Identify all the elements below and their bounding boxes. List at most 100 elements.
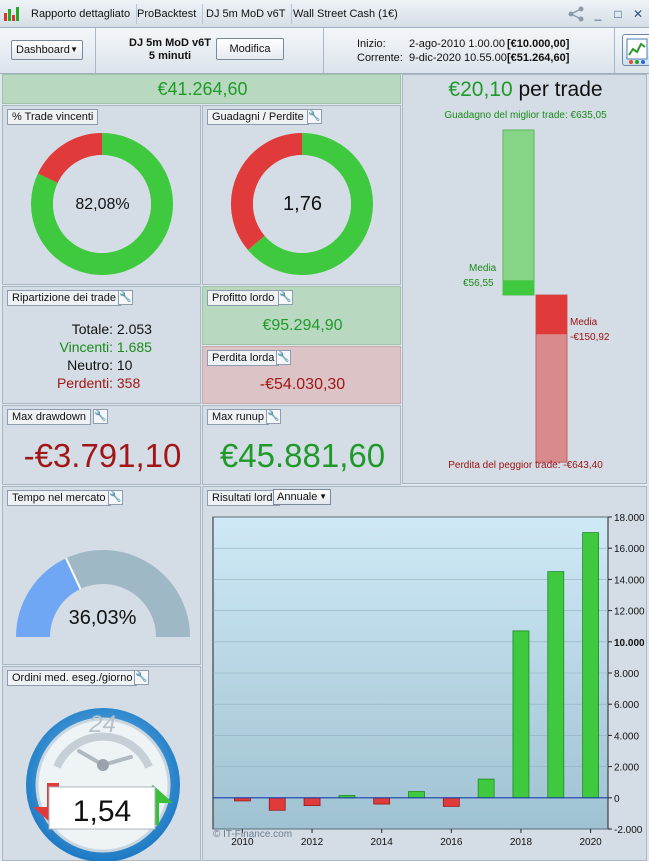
wrench-icon[interactable]: 🔧 [134,670,149,685]
gross-loss-value: -€54.030,30 [259,376,346,393]
best-trade-label: Guadagno del miglior trade: €635,05 [444,110,607,121]
per-trade-value: €20,10 [448,78,513,101]
gross-profit-title: Profitto lordo [207,290,280,306]
gain-loss-value: 1,76 [283,193,322,215]
worst-trade-label: Perdita del peggior trade: -€643,40 [448,460,603,471]
per-trade-suffix: per trade [518,78,603,101]
y-tick-label: 2.000 [614,763,639,774]
win-pct-donut [31,133,173,275]
max-drawdown-value: -€3.791,10 [23,437,182,474]
gain-loss-donut [231,133,373,275]
wrench-icon[interactable]: 🔧 [118,290,133,305]
best-trade-bar [502,129,535,296]
time-in-market-title: Tempo nel mercato [7,490,111,506]
avg-loss-value: -€150,92 [570,332,610,343]
win-label: Vincenti: [59,339,113,355]
max-runup-panel: Max runup 🔧 €45.881,60 [202,405,401,485]
dashboard-label: Dashboard [16,44,70,56]
time-in-market-value: 36,03% [68,607,137,629]
wrench-icon[interactable]: 🔧 [93,409,108,424]
per-trade-panel: €20,10 per trade Guadagno del miglior tr… [402,74,647,484]
avg-loss-label: Media [570,317,598,328]
gross-results-chart: 18.000 16.000 14.000 12.000 10.000 8.000 6.000… [212,513,645,848]
gross-loss-panel: Perdita lorda 🔧 -€54.030,30 [202,346,401,404]
x-tick-label: 2014 [371,837,394,848]
orders-panel: Ordini med. eseg./giorno 🔧 24 1,54 [2,666,201,861]
orders-clock-icon [26,708,180,861]
bar-2011 [268,797,286,811]
win-value: 1.685 [116,339,152,355]
period-label: Annuale [277,491,318,503]
x-tick-label: 2018 [510,837,533,848]
date-range: Inizio: 2-ago-2010 1.00.00 [€10.000,00] Co… [357,37,569,65]
y-tick-label: -2.000 [614,825,643,836]
time-in-market-panel: Tempo nel mercato 🔧 36,03% [2,486,201,665]
period-dropdown[interactable]: Annuale ▼ [273,489,331,505]
bar-2016 [442,797,460,807]
bar-2015 [408,791,425,799]
avg-gain-bar [503,280,534,295]
tab-detailed-report[interactable]: Rapporto dettagliato [25,4,138,24]
close-button[interactable]: ✕ [632,7,644,21]
system-title: DJ 5m MoD v6T 5 minuti [118,37,222,63]
y-tick-label: 0 [614,794,620,805]
loss-label: Perdenti: [56,375,113,391]
system-timeframe: 5 minuti [148,50,192,62]
report-chart-icon[interactable] [622,34,649,66]
win-pct-green-slice [31,133,173,275]
x-tick-label: 2010 [231,837,254,848]
y-tick-label: 6.000 [614,700,639,711]
bar-2019 [547,571,565,799]
wrench-icon[interactable]: 🔧 [108,490,123,505]
neutral-value: 10 [116,357,133,373]
start-capital: [€10.000,00] [507,38,570,50]
current-capital: [€51.264,60] [507,52,570,64]
trade-bars-chart [502,129,568,463]
chart-app-icon [4,7,20,21]
y-tick-label: 8.000 [614,669,639,680]
y-tick-label: 18.000 [614,513,645,524]
avg-gain-value: €56,55 [463,278,494,289]
maximize-button[interactable]: □ [614,7,622,21]
win-pct-red-slice [37,133,103,184]
max-runup-value: €45.881,60 [219,437,386,474]
tab-probacktest[interactable]: ProBacktest [131,4,204,24]
orders-value: 1,54 [72,795,132,828]
wrench-icon[interactable]: 🔧 [278,290,293,305]
avg-loss-bar [536,295,567,335]
wrench-icon[interactable]: 🔧 [266,409,281,424]
y-tick-label: 12.000 [614,607,645,618]
breakdown-list: Totale: 2.053 Vincenti: 1.685 Neutro: 10… [3,320,202,392]
gross-loss-title: Perdita lorda [207,350,280,366]
total-label: Totale: [71,321,113,337]
max-runup-title: Max runup [207,409,269,425]
chart-watermark: © IT-Finance.com [213,829,293,840]
dial-label: 24 [89,711,116,738]
tab-system[interactable]: DJ 5m MoD v6T [200,4,293,24]
wrench-icon[interactable]: 🔧 [307,109,322,124]
gross-profit-panel: Profitto lordo 🔧 €95.294,90 [202,286,401,345]
avg-gain-label: Media [469,263,497,274]
gain-loss-green-slice [247,133,373,275]
breakdown-title: Ripartizione dei trade [7,290,121,306]
tab-instrument[interactable]: Wall Street Cash (1€) [293,8,398,20]
gross-results-title: Risultati lordi [207,490,280,506]
minimize-button[interactable]: _ [594,7,602,21]
orders-title: Ordini med. eseg./giorno [7,670,138,686]
gross-results-panel: Risultati lordi Annuale ▼ 18.000 16.000 14… [202,486,647,861]
win-pct-panel: % Trade vincenti 82,08% [2,105,201,285]
wrench-icon[interactable]: 🔧 [276,350,291,365]
start-date: 2-ago-2010 1.00.00 [409,38,506,50]
max-drawdown-title: Max drawdown [7,409,91,425]
y-tick-label: 14.000 [614,575,645,586]
win-pct-value: 82,08% [75,196,130,213]
total-value: 2.053 [116,321,152,337]
modifica-button[interactable]: Modifica [216,38,284,60]
gain-loss-panel: Guadagni / Perdite 🔧 1,76 [202,105,401,285]
share-icon[interactable] [567,6,585,22]
dashboard-dropdown[interactable]: Dashboard ▼ [11,40,83,60]
loss-value: 358 [116,375,141,391]
per-trade-heading: €20,10 per trade [403,78,648,102]
x-tick-label: 2020 [579,837,602,848]
